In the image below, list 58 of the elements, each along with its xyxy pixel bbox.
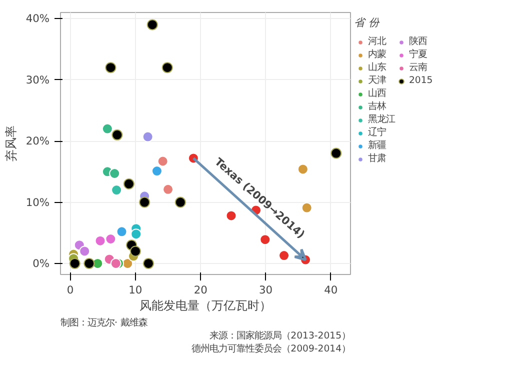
- x-tick-label: 20: [194, 284, 208, 296]
- x-axis-title: 风能发电量（万亿瓦时）: [140, 298, 272, 312]
- point: [105, 62, 116, 74]
- legend-label: 吉林: [368, 100, 387, 113]
- legend-title: 省 份: [354, 16, 380, 30]
- legend-label: 天津: [368, 74, 388, 87]
- point: [102, 123, 113, 134]
- point: [79, 246, 90, 257]
- point: [110, 258, 122, 269]
- point: [123, 178, 134, 190]
- point: [94, 235, 106, 246]
- point: [130, 246, 141, 257]
- legend-label: 陕西: [409, 35, 428, 48]
- point: [174, 196, 186, 208]
- point: [139, 196, 150, 208]
- legend-label: 内蒙: [368, 48, 388, 61]
- point: [111, 184, 122, 196]
- point: [112, 129, 123, 140]
- legend-label: 河北: [368, 35, 388, 48]
- y-tick-label: 0%: [32, 256, 50, 270]
- text: 制图：迈克尔· 戴维森: [60, 318, 148, 328]
- point: [116, 226, 128, 238]
- point: [151, 166, 162, 177]
- legend-label: 新疆: [368, 139, 387, 152]
- x-tick-label: 0: [66, 284, 74, 296]
- point: [105, 234, 116, 244]
- x-tick-label: 10: [128, 284, 142, 296]
- point: [109, 168, 120, 179]
- point: [130, 228, 142, 240]
- x-tick-label: 30: [259, 284, 273, 296]
- point: [142, 258, 154, 269]
- point: [142, 131, 154, 142]
- point: [69, 258, 80, 269]
- y-tick-label: 30%: [26, 73, 50, 86]
- point: [146, 19, 158, 30]
- point: [330, 148, 342, 159]
- point: [162, 62, 173, 74]
- y-tick-label: 10%: [26, 196, 50, 209]
- point: [162, 184, 174, 195]
- text: 德州电力可靠性委员会（2009-2014）: [192, 344, 351, 354]
- point: [157, 156, 168, 167]
- legend-label: 云南: [409, 61, 428, 74]
- legend-label: 2015: [409, 75, 433, 86]
- point: [278, 250, 290, 262]
- legend-label: 辽宁: [368, 126, 387, 139]
- legend-label: 甘肃: [368, 152, 387, 165]
- point: [84, 258, 95, 269]
- y-tick-label: 20%: [26, 134, 50, 148]
- source-note: 来源：国家能源局（2013-2015）: [210, 330, 351, 342]
- point: [226, 210, 237, 222]
- legend-label: 山东: [368, 61, 387, 74]
- y-axis-title: 弃风率: [4, 126, 18, 162]
- x-tick-label: 40: [324, 284, 338, 296]
- legend-label: 黑龙江: [368, 113, 395, 126]
- legend-label: 宁夏: [409, 48, 428, 61]
- legend-label: 山西: [368, 87, 387, 100]
- y-tick-label: 40%: [26, 12, 50, 26]
- point: [297, 164, 308, 175]
